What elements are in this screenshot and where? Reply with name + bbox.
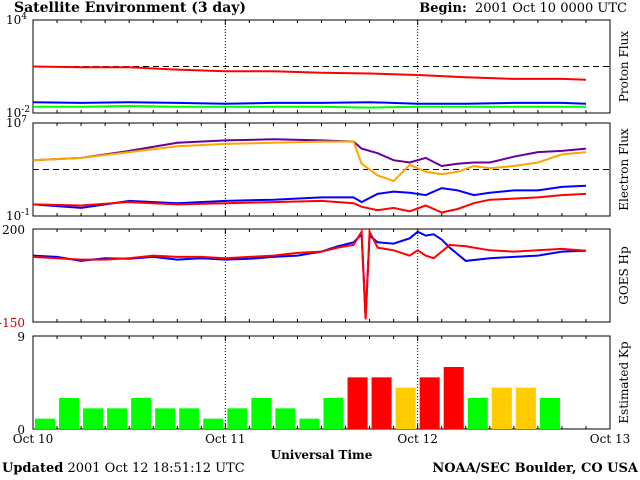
kp-bar xyxy=(203,418,224,429)
kp-bar xyxy=(131,398,152,429)
kp-bar xyxy=(107,408,128,429)
proton-flux-series-green xyxy=(33,104,586,109)
begin-value: 2001 Oct 10 0000 UTC xyxy=(475,1,627,16)
kp-bar xyxy=(155,408,176,429)
goes-hp-ylabel: GOES Hp xyxy=(617,246,631,305)
kp-bar xyxy=(35,418,56,429)
x-tick-label: Oct 10 xyxy=(13,432,53,446)
estimated-kp-panel xyxy=(32,335,611,430)
electron-flux-series-blue xyxy=(32,184,587,209)
kp-bar xyxy=(467,398,488,429)
goes-hp-series-red xyxy=(32,227,587,320)
updated-value: 2001 Oct 12 18:51:12 UTC xyxy=(67,461,245,476)
electron-flux-ylabel: Electron Flux xyxy=(617,128,631,211)
kp-bar xyxy=(491,387,512,429)
begin-label: Begin: xyxy=(419,1,467,16)
y-tick-label: 107 xyxy=(6,115,27,130)
kp-bar xyxy=(59,398,80,429)
credit-text: NOAA/SEC Boulder, CO USA xyxy=(432,461,638,476)
proton-flux-series-red xyxy=(32,65,587,81)
begin-time: Begin: 2001 Oct 10 0000 UTC xyxy=(419,1,627,16)
y-tick-label: 9 xyxy=(17,330,25,344)
kp-bar xyxy=(371,377,392,429)
kp-bar xyxy=(395,387,416,429)
y-tick-label: 0 xyxy=(17,423,25,437)
kp-bar xyxy=(539,398,560,429)
kp-bar xyxy=(419,377,440,429)
updated-label: Updated xyxy=(2,461,64,476)
updated-timestamp: Updated 2001 Oct 12 18:51:12 UTC xyxy=(2,461,245,476)
x-axis-label: Universal Time xyxy=(271,448,373,462)
kp-bar xyxy=(299,418,320,429)
goes-hp-series-blue xyxy=(32,230,587,317)
electron-flux-series-orange xyxy=(32,140,587,183)
proton-flux-panel xyxy=(32,19,611,114)
kp-bar xyxy=(347,377,368,429)
proton-flux-ylabel: Proton Flux xyxy=(617,31,631,103)
kp-bar xyxy=(515,387,536,429)
x-tick-label: Oct 11 xyxy=(205,432,245,446)
y-tick-label: 10-1 xyxy=(6,208,30,223)
kp-bar xyxy=(251,398,272,429)
kp-bar xyxy=(83,408,104,429)
kp-bar xyxy=(179,408,200,429)
electron-flux-series-purple xyxy=(32,138,587,168)
proton-flux-series-blue xyxy=(32,101,587,105)
kp-bar xyxy=(323,398,344,429)
y-tick-label: 200 xyxy=(2,223,25,237)
kp-bar xyxy=(227,408,248,429)
kp-bar xyxy=(275,408,296,429)
y-tick-label: 104 xyxy=(6,12,27,27)
x-tick-label: Oct 12 xyxy=(397,432,437,446)
y-tick-label: 10-2 xyxy=(6,105,30,120)
chart-title: Satellite Environment (3 day) xyxy=(14,0,247,16)
goes-hp-panel xyxy=(32,227,611,323)
y-tick-label: -150 xyxy=(0,316,25,330)
kp-bar xyxy=(443,367,464,429)
electron-flux-panel xyxy=(32,122,611,217)
x-tick-label: Oct 13 xyxy=(590,432,630,446)
goes-hp-frame xyxy=(32,228,611,323)
electron-flux-series-red xyxy=(32,192,587,214)
estimated-kp-ylabel: Estimated Kp xyxy=(617,341,631,423)
